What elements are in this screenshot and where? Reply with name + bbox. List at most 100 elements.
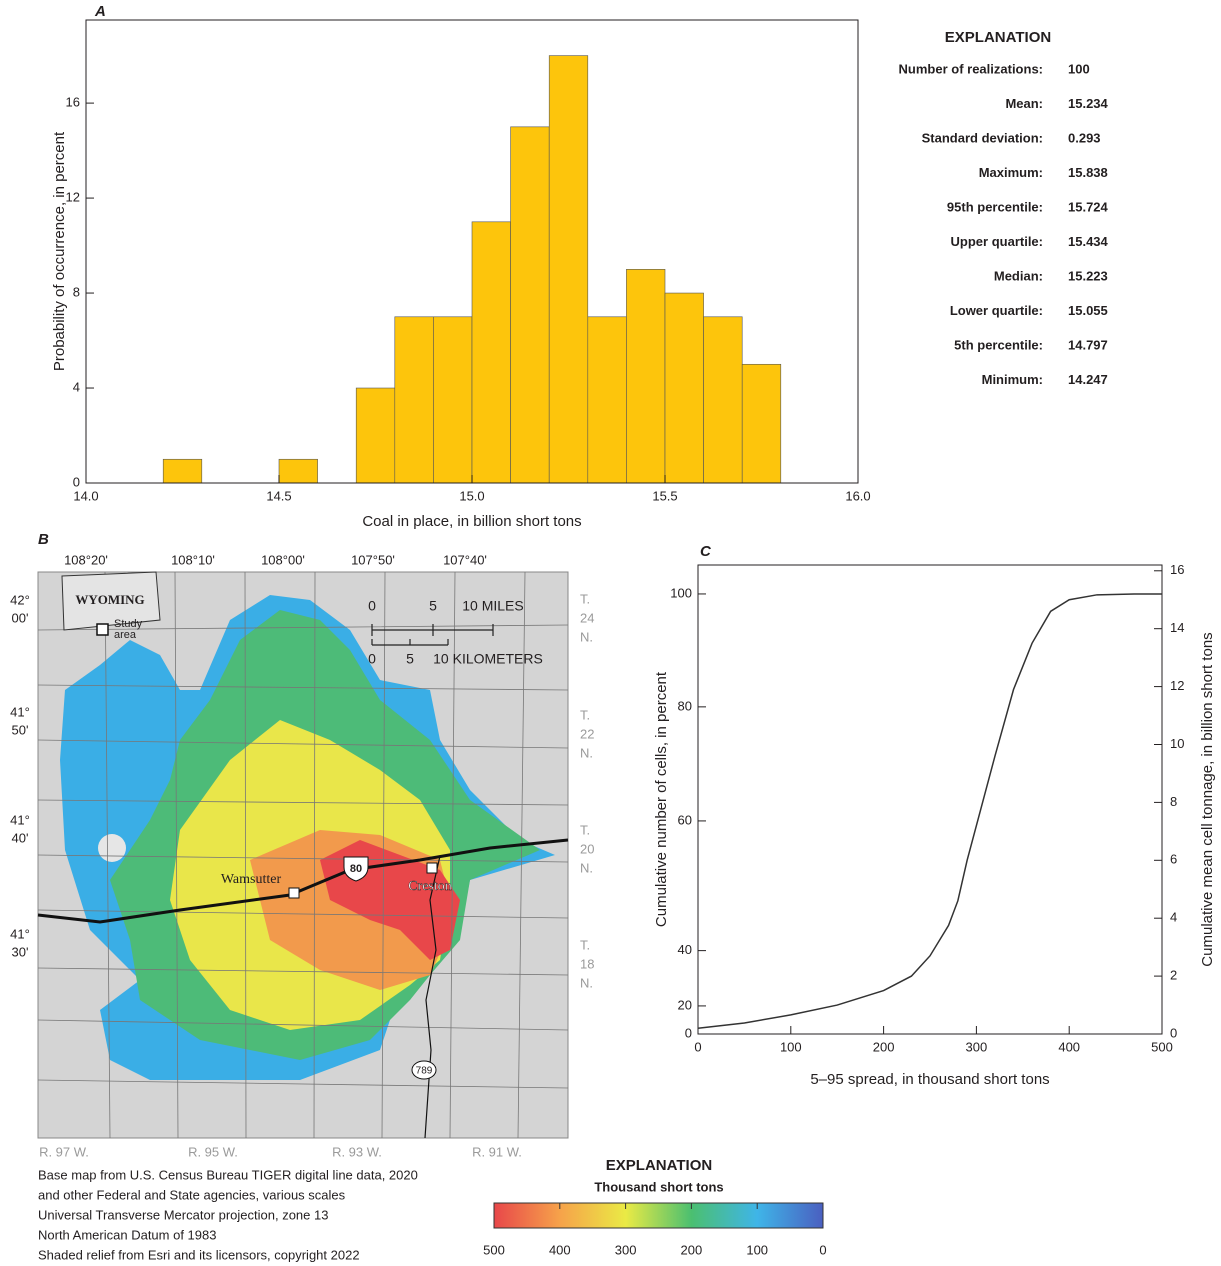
y-tick-label: 100 xyxy=(670,585,692,600)
bar xyxy=(511,127,550,483)
latitude-label: 41° xyxy=(10,704,30,719)
y2-tick-label: 12 xyxy=(1170,678,1184,693)
y-tick-label: 16 xyxy=(66,95,80,110)
y2-tick-label: 4 xyxy=(1170,910,1177,925)
y-tick-label: 40 xyxy=(678,942,692,957)
colorbar-tick-label: 100 xyxy=(746,1242,768,1257)
range-label: R. 93 W. xyxy=(332,1144,382,1159)
highway-label: 789 xyxy=(416,1066,433,1077)
scale-label: 5 xyxy=(406,651,414,667)
township-label: 18 xyxy=(580,956,594,971)
source-note: Shaded relief from Esri and its licensor… xyxy=(38,1247,360,1262)
bar xyxy=(588,317,627,483)
scale-label: 10 KILOMETERS xyxy=(433,651,543,667)
stat-value: 14.247 xyxy=(1068,372,1108,387)
stat-value: 15.055 xyxy=(1068,303,1108,318)
stat-label: Standard deviation: xyxy=(922,130,1043,145)
latitude-label: 42° xyxy=(10,592,30,607)
township-label: 20 xyxy=(580,841,594,856)
longitude-label: 108°00' xyxy=(261,552,305,567)
township-label: N. xyxy=(580,860,593,875)
curve xyxy=(698,594,1162,1028)
y2-tick-label: 2 xyxy=(1170,968,1177,983)
township-label: N. xyxy=(580,745,593,760)
range-label: R. 91 W. xyxy=(472,1144,522,1159)
latitude-label: 50' xyxy=(12,722,29,737)
longitude-label: 107°40' xyxy=(443,552,487,567)
panel-label: C xyxy=(700,543,712,560)
colorbar-tick-label: 0 xyxy=(819,1242,826,1257)
scale-label: 0 xyxy=(368,598,376,614)
township-label: T. xyxy=(580,707,590,722)
y-tick-label: 8 xyxy=(73,284,80,299)
y-tick-label: 0 xyxy=(73,474,80,489)
township-label: 24 xyxy=(580,610,594,625)
town-label: Wamsutter xyxy=(221,872,282,887)
township-label: T. xyxy=(580,822,590,837)
colorbar-tick-label: 400 xyxy=(549,1242,571,1257)
inset-state: WYOMING xyxy=(75,592,144,607)
latitude-label: 40' xyxy=(12,830,29,845)
x-tick-label: 14.5 xyxy=(266,488,291,503)
stat-label: 5th percentile: xyxy=(954,337,1043,352)
bar xyxy=(704,317,743,483)
longitude-label: 108°10' xyxy=(171,552,215,567)
bar xyxy=(279,459,318,483)
stat-label: Mean: xyxy=(1005,96,1043,111)
bar xyxy=(395,317,434,483)
x-tick-label: 15.5 xyxy=(652,488,677,503)
bar xyxy=(665,293,704,483)
stat-label: Maximum: xyxy=(979,165,1043,180)
stat-value: 15.434 xyxy=(1068,234,1109,249)
legend-title: EXPLANATION xyxy=(606,1157,712,1174)
stat-label: Number of realizations: xyxy=(899,61,1043,76)
township-label: N. xyxy=(580,975,593,990)
x-tick-label: 16.0 xyxy=(845,488,870,503)
figure: 048121614.014.515.015.516.0Coal in place… xyxy=(0,0,1221,1266)
bar xyxy=(549,56,588,483)
x-axis-title: Coal in place, in billion short tons xyxy=(362,513,581,530)
x-tick-label: 400 xyxy=(1058,1039,1080,1054)
stat-value: 15.724 xyxy=(1068,199,1109,214)
panel-label: B xyxy=(38,531,49,548)
colorbar-tick-label: 500 xyxy=(483,1242,505,1257)
scale-label: 10 MILES xyxy=(462,598,523,614)
bar xyxy=(626,269,665,483)
x-tick-label: 100 xyxy=(780,1039,802,1054)
stat-label: 95th percentile: xyxy=(947,199,1043,214)
stat-value: 15.838 xyxy=(1068,165,1108,180)
town-label: Creston xyxy=(408,879,452,894)
stat-value: 100 xyxy=(1068,61,1090,76)
stat-label: Upper quartile: xyxy=(951,234,1043,249)
explanation-title: EXPLANATION xyxy=(945,29,1051,46)
x-tick-label: 0 xyxy=(694,1039,701,1054)
latitude-label: 41° xyxy=(10,812,30,827)
y2-tick-label: 6 xyxy=(1170,852,1177,867)
stat-value: 0.293 xyxy=(1068,130,1101,145)
stat-value: 15.223 xyxy=(1068,268,1108,283)
colorbar-tick-label: 200 xyxy=(681,1242,703,1257)
colorbar xyxy=(494,1203,823,1228)
bar xyxy=(356,388,395,483)
source-note: and other Federal and State agencies, va… xyxy=(38,1187,346,1202)
township-label: N. xyxy=(580,629,593,644)
x-tick-label: 500 xyxy=(1151,1039,1173,1054)
source-note: Universal Transverse Mercator projection… xyxy=(38,1207,328,1222)
stat-label: Lower quartile: xyxy=(950,303,1043,318)
plot-frame xyxy=(698,565,1162,1034)
source-note: North American Datum of 1983 xyxy=(38,1227,216,1242)
inset-key: area xyxy=(114,629,137,641)
y2-tick-label: 10 xyxy=(1170,736,1184,751)
y2-axis-title: Cumulative mean cell tonnage, in billion… xyxy=(1199,632,1216,966)
stat-label: Minimum: xyxy=(982,372,1043,387)
stat-value: 15.234 xyxy=(1068,96,1109,111)
bar xyxy=(742,364,781,483)
y-tick-label: 4 xyxy=(73,379,80,394)
y-tick-label: 20 xyxy=(678,997,692,1012)
latitude-label: 41° xyxy=(10,926,30,941)
colorbar-tick-label: 300 xyxy=(615,1242,637,1257)
y2-tick-label: 14 xyxy=(1170,620,1184,635)
x-tick-label: 300 xyxy=(966,1039,988,1054)
y-axis-title: Probability of occurrence, in percent xyxy=(51,131,68,371)
y2-tick-label: 8 xyxy=(1170,794,1177,809)
